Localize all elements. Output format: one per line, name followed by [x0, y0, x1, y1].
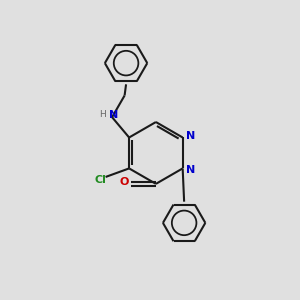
Text: N: N [109, 110, 118, 120]
Text: N: N [186, 131, 196, 141]
Text: H: H [99, 110, 106, 119]
Text: N: N [186, 165, 196, 175]
Text: O: O [120, 177, 129, 188]
Text: Cl: Cl [94, 175, 106, 185]
